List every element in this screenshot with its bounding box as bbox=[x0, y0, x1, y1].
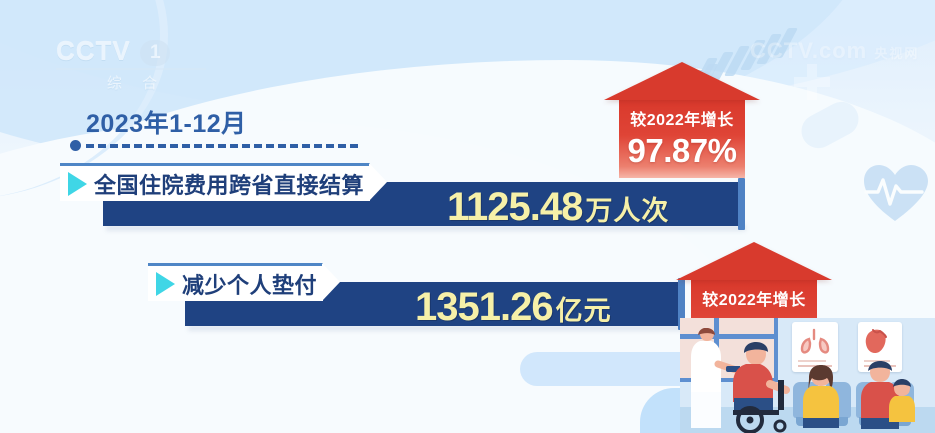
stat-value-group-1: 1125.48 万人次 bbox=[447, 185, 669, 230]
scene-child bbox=[886, 378, 918, 433]
triangle-marker-icon bbox=[68, 171, 87, 196]
growth-badge-1-body: 较2022年增长 97.87% bbox=[619, 100, 745, 178]
heart-pulse-icon bbox=[862, 162, 928, 224]
stat-bar-1-cap bbox=[738, 178, 745, 230]
stat-label-tag-1-edge bbox=[370, 163, 390, 201]
stat-unit-1: 万人次 bbox=[585, 196, 670, 226]
stat-label-tag-1: 全国住院费用跨省直接结算 bbox=[60, 163, 390, 201]
scene-seated-woman bbox=[798, 364, 844, 433]
stat-label-tag-2: 减少个人垫付 bbox=[148, 263, 343, 301]
period-dashed-line bbox=[86, 143, 358, 148]
stat-label-2: 减少个人垫付 bbox=[182, 272, 318, 298]
growth-badge-1: 较2022年增长 97.87% bbox=[604, 62, 760, 178]
lung-illustration-icon bbox=[800, 328, 830, 354]
growth-badge-2-caption: 较2022年增长 bbox=[702, 292, 806, 309]
period-text: 2023年1-12月 bbox=[86, 110, 247, 138]
growth-badge-1-caption: 较2022年增长 bbox=[630, 112, 734, 129]
period-heading: 2023年1-12月 bbox=[70, 112, 247, 137]
stat-label-tag-2-edge bbox=[323, 263, 343, 301]
cctv-watermark: CCTV.com 央视网 bbox=[750, 38, 919, 64]
growth-badge-1-roof bbox=[604, 62, 760, 100]
heart-organ-illustration-icon bbox=[865, 329, 887, 354]
watermark-latin-text: CCTV.com bbox=[750, 38, 868, 63]
stat-bar-1-shadow bbox=[106, 225, 746, 231]
scene-lung-poster bbox=[792, 322, 838, 372]
cctv-channel-number: 1 bbox=[140, 40, 171, 66]
stat-value-group-2: 1351.26 亿元 bbox=[415, 285, 612, 330]
stat-unit-2: 亿元 bbox=[555, 296, 612, 326]
stat-value-2: 1351.26 bbox=[415, 285, 554, 329]
scene-nurse bbox=[682, 327, 742, 433]
growth-badge-1-value: 97.87% bbox=[627, 132, 737, 169]
stat-label-1: 全国住院费用跨省直接结算 bbox=[94, 172, 365, 198]
growth-badge-2-roof bbox=[676, 242, 832, 280]
period-divider bbox=[70, 140, 358, 151]
stat-bar-2-cap bbox=[678, 278, 685, 330]
medical-cross-icon bbox=[790, 60, 834, 104]
stat-bar-2-shadow bbox=[188, 325, 686, 331]
hospital-waiting-room-illustration bbox=[680, 318, 935, 433]
triangle-marker-icon-2 bbox=[156, 271, 175, 296]
period-bullet-dot bbox=[70, 140, 81, 151]
cctv-logo-text: CCTV bbox=[56, 36, 131, 66]
stat-value-1: 1125.48 bbox=[447, 185, 583, 229]
watermark-cn-text: 央视网 bbox=[874, 46, 920, 61]
cctv-channel-name: 综 合 bbox=[106, 75, 166, 92]
scene-patient-wheelchair bbox=[720, 340, 820, 433]
cctv-channel-logo: CCTV 1 综 合 bbox=[56, 36, 216, 94]
cctv-logo-rule bbox=[56, 68, 206, 70]
